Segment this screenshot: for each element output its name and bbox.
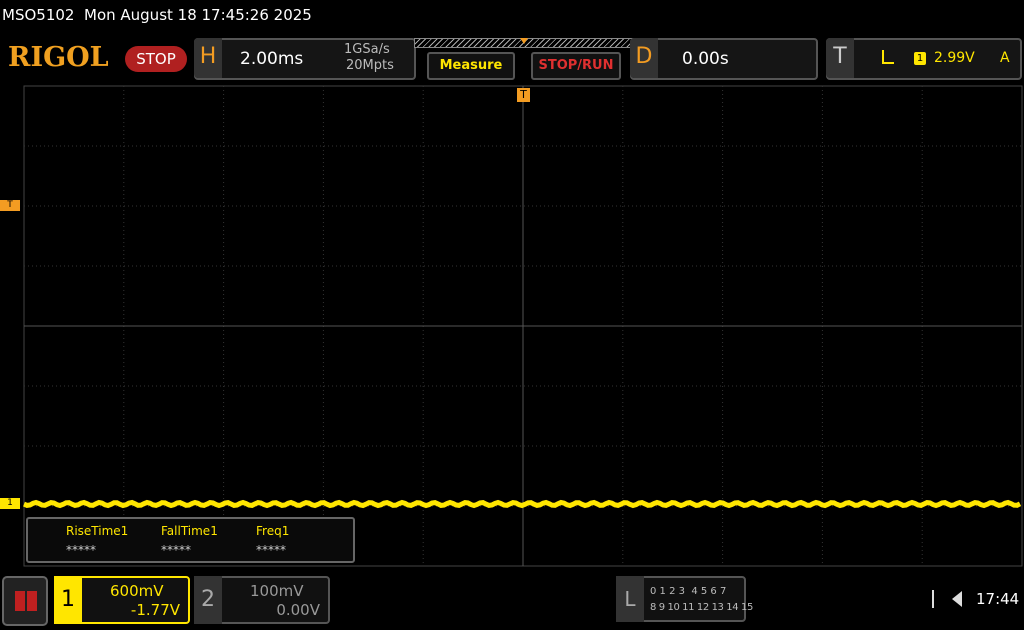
channel2-scale: 100mV bbox=[250, 582, 304, 600]
channel1-panel[interactable]: 1 600mV -1.77V bbox=[54, 576, 190, 624]
channel1-marker: 1 bbox=[0, 498, 20, 509]
channel2-label: 2 bbox=[194, 576, 222, 624]
delay-value: 0.00s bbox=[682, 49, 729, 69]
trigger-level: 2.99V bbox=[934, 50, 975, 66]
status-datetime: Mon August 18 17:45:26 2025 bbox=[84, 6, 312, 24]
stop-run-button[interactable]: STOP/RUN bbox=[531, 52, 621, 80]
measurement-value: ***** bbox=[256, 543, 286, 557]
menu-icon bbox=[15, 591, 37, 611]
logic-label: L bbox=[616, 576, 644, 622]
speaker-icon[interactable] bbox=[952, 591, 962, 607]
logic-panel[interactable]: L 0 1 2 3 4 5 6 7 8 9 10 11 12 13 14 15 bbox=[616, 576, 753, 622]
measure-button[interactable]: Measure bbox=[427, 52, 515, 80]
timebase: 2.00ms bbox=[240, 49, 304, 69]
trigger-mode: A bbox=[1000, 50, 1010, 66]
horizontal-label: H bbox=[194, 38, 222, 78]
clock: 17:44 bbox=[976, 590, 1020, 608]
status-model: MSO5102 bbox=[2, 6, 75, 24]
logo: RIGOL bbox=[8, 42, 109, 73]
trigger-panel[interactable]: T 1 2.99V A bbox=[826, 38, 1022, 80]
horizontal-panel[interactable]: H 2.00ms 1GSa/s 20Mpts bbox=[194, 38, 416, 80]
delay-label: D bbox=[630, 38, 658, 78]
usb-icon bbox=[932, 590, 940, 608]
channel2-offset: 0.00V bbox=[276, 601, 320, 619]
memory-pointer bbox=[520, 38, 528, 44]
delay-panel[interactable]: D 0.00s bbox=[630, 38, 818, 80]
waveform-trace bbox=[23, 499, 1022, 509]
logic-row2: 8 9 10 11 12 13 14 15 bbox=[650, 602, 753, 613]
measurement-name: Freq1 bbox=[256, 524, 290, 538]
memory-depth: 20Mpts bbox=[346, 58, 394, 73]
measurement-name: FallTime1 bbox=[161, 524, 218, 538]
channel1-label: 1 bbox=[54, 576, 82, 624]
measurement-value: ***** bbox=[161, 543, 191, 557]
measurement-value: ***** bbox=[66, 543, 96, 557]
sample-rate: 1GSa/s bbox=[344, 42, 390, 57]
edge-icon bbox=[882, 50, 894, 64]
trigger-level-marker: T bbox=[0, 200, 20, 211]
logic-row1: 0 1 2 3 4 5 6 7 bbox=[650, 586, 727, 597]
measurement-name: RiseTime1 bbox=[66, 524, 129, 538]
channel1-scale: 600mV bbox=[110, 582, 164, 600]
run-state[interactable]: STOP bbox=[125, 46, 187, 72]
channel1-offset: -1.77V bbox=[130, 601, 180, 619]
menu-button[interactable] bbox=[2, 576, 48, 626]
channel2-panel[interactable]: 2 100mV 0.00V bbox=[194, 576, 330, 624]
trigger-label: T bbox=[826, 38, 854, 78]
measurement-box: RiseTime1 ***** FallTime1 ***** Freq1 ***** bbox=[26, 517, 355, 563]
trigger-source: 1 bbox=[914, 52, 926, 65]
trigger-position-marker: T bbox=[517, 88, 530, 102]
